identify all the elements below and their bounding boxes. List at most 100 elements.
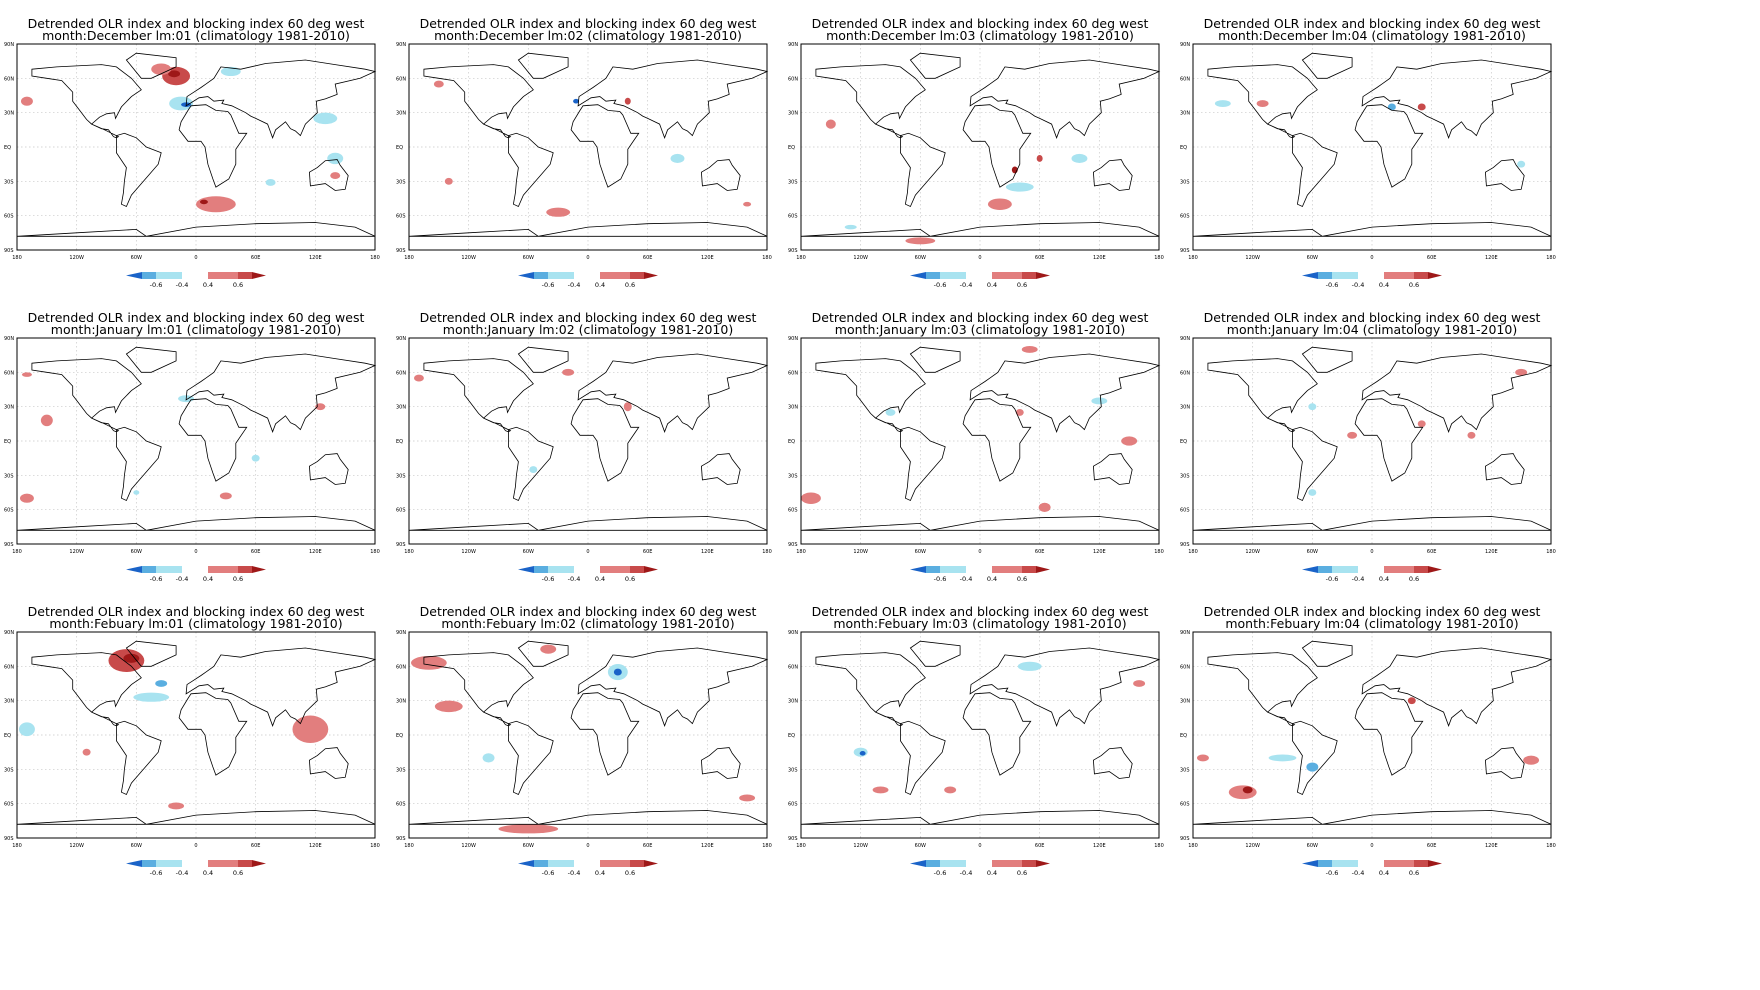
colorbar-segment bbox=[600, 566, 630, 573]
colorbar-label: -0.6 bbox=[1326, 869, 1339, 877]
lon-tick-label: 0 bbox=[586, 549, 589, 555]
anomaly-contour bbox=[413, 374, 424, 382]
colorbar-segment bbox=[1414, 566, 1428, 573]
anomaly-contour bbox=[1268, 754, 1297, 762]
lon-tick-label: 0 bbox=[1370, 549, 1373, 555]
coastline bbox=[1207, 64, 1318, 139]
coastline bbox=[185, 647, 377, 727]
colorbar-label: -0.6 bbox=[150, 281, 163, 289]
lat-tick-label: 90N bbox=[1180, 336, 1190, 342]
coastline bbox=[909, 346, 961, 373]
coastline bbox=[408, 810, 768, 825]
lat-tick-label: 60N bbox=[1180, 664, 1190, 670]
map-frame bbox=[800, 337, 1160, 545]
panel-title: Detrended OLR index and blocking index 6… bbox=[1203, 310, 1541, 325]
lat-tick-label: 90N bbox=[396, 42, 406, 48]
lat-tick-label: 60N bbox=[788, 370, 798, 376]
colorbar-segment bbox=[1022, 272, 1036, 279]
anomaly-contour bbox=[1121, 436, 1138, 446]
lon-tick-label: 60E bbox=[643, 843, 653, 849]
panel-title: Detrended OLR index and blocking index 6… bbox=[419, 310, 757, 325]
anomaly-contour bbox=[20, 96, 33, 106]
lon-tick-label: 180 bbox=[762, 843, 772, 849]
lat-tick-label: EQ bbox=[1180, 145, 1187, 151]
anomaly-contour bbox=[546, 207, 571, 217]
anomaly-contour bbox=[1017, 661, 1042, 671]
coastline bbox=[1354, 104, 1424, 188]
lat-tick-label: 30N bbox=[788, 111, 798, 117]
lat-tick-label: 60N bbox=[4, 370, 14, 376]
colorbar-label: -0.6 bbox=[542, 281, 555, 289]
anomaly-contour bbox=[482, 753, 495, 763]
colorbar-label: 0.4 bbox=[203, 869, 213, 877]
colorbar-label: -0.4 bbox=[1352, 869, 1365, 877]
anomaly-contour bbox=[433, 80, 444, 88]
anomaly-contour bbox=[1071, 153, 1088, 164]
colorbar-segment bbox=[926, 566, 940, 573]
lat-tick-label: 60S bbox=[4, 508, 14, 514]
lon-tick-label: 120W bbox=[461, 255, 476, 261]
lon-tick-label: 180 bbox=[1154, 843, 1164, 849]
lon-tick-label: 180 bbox=[1188, 549, 1198, 555]
colorbar-segment bbox=[1302, 566, 1318, 573]
colorbar-segment bbox=[142, 566, 156, 573]
lon-tick-label: 120E bbox=[701, 549, 714, 555]
anomaly-contour bbox=[743, 201, 752, 207]
lon-tick-label: 60E bbox=[251, 843, 261, 849]
colorbar-segment bbox=[600, 272, 630, 279]
lon-tick-label: 60E bbox=[643, 255, 653, 261]
lat-tick-label: 30N bbox=[396, 111, 406, 117]
anomaly-contour bbox=[1387, 103, 1396, 111]
coastline bbox=[508, 426, 554, 502]
anomaly-contour bbox=[540, 644, 557, 654]
lon-tick-label: 60E bbox=[1035, 843, 1045, 849]
coastline bbox=[1192, 222, 1552, 237]
panel-subtitle: month:Febuary lm:03 (climatology 1981-20… bbox=[833, 616, 1127, 631]
anomaly-contour bbox=[885, 408, 896, 416]
anomaly-contour bbox=[944, 786, 957, 794]
panel-subtitle: month:December lm:01 (climatology 1981-2… bbox=[42, 28, 350, 43]
lon-tick-label: 0 bbox=[586, 843, 589, 849]
panel-subtitle: month:January lm:01 (climatology 1981-20… bbox=[50, 322, 342, 337]
lat-tick-label: 90S bbox=[1180, 248, 1190, 254]
coastline bbox=[508, 132, 554, 208]
anomaly-contour bbox=[410, 656, 447, 670]
anomaly-contour bbox=[1133, 680, 1146, 687]
colorbar-segment bbox=[910, 566, 926, 573]
colorbar-segment bbox=[518, 566, 534, 573]
coastline bbox=[969, 647, 1161, 727]
colorbar-segment bbox=[1428, 860, 1442, 867]
coastline bbox=[800, 810, 1160, 825]
coastline bbox=[1484, 159, 1525, 191]
coastline bbox=[570, 692, 640, 776]
colorbar-segment bbox=[910, 272, 926, 279]
coastline bbox=[16, 516, 376, 531]
lon-tick-label: 60W bbox=[523, 843, 534, 849]
lon-tick-label: 120E bbox=[309, 843, 322, 849]
lon-tick-label: 120W bbox=[1245, 255, 1260, 261]
map-frame bbox=[800, 43, 1160, 251]
lon-tick-label: 60E bbox=[1427, 843, 1437, 849]
coastline bbox=[1354, 692, 1424, 776]
lat-tick-label: 60N bbox=[396, 370, 406, 376]
colorbar-label: 0.4 bbox=[987, 575, 997, 583]
coastline bbox=[900, 132, 946, 208]
coastline bbox=[1092, 159, 1133, 191]
coastline bbox=[909, 640, 961, 667]
anomaly-contour bbox=[1091, 397, 1108, 405]
lat-tick-label: 60S bbox=[396, 508, 406, 514]
colorbar-segment bbox=[156, 566, 182, 573]
colorbar-segment bbox=[600, 860, 630, 867]
lon-tick-label: 120E bbox=[309, 549, 322, 555]
map-panel: Detrended OLR index and blocking index 6… bbox=[784, 294, 1176, 624]
colorbar-label: 0.6 bbox=[1017, 869, 1027, 877]
anomaly-contour bbox=[1308, 489, 1317, 496]
colorbar-segment bbox=[238, 860, 252, 867]
colorbar-label: 0.6 bbox=[625, 281, 635, 289]
coastline bbox=[408, 516, 768, 531]
coastline bbox=[577, 647, 769, 727]
coastline bbox=[1207, 358, 1318, 433]
